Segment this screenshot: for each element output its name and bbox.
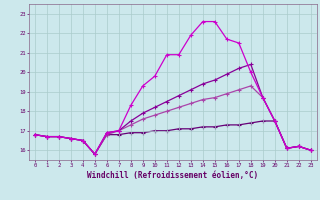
X-axis label: Windchill (Refroidissement éolien,°C): Windchill (Refroidissement éolien,°C) xyxy=(87,171,258,180)
